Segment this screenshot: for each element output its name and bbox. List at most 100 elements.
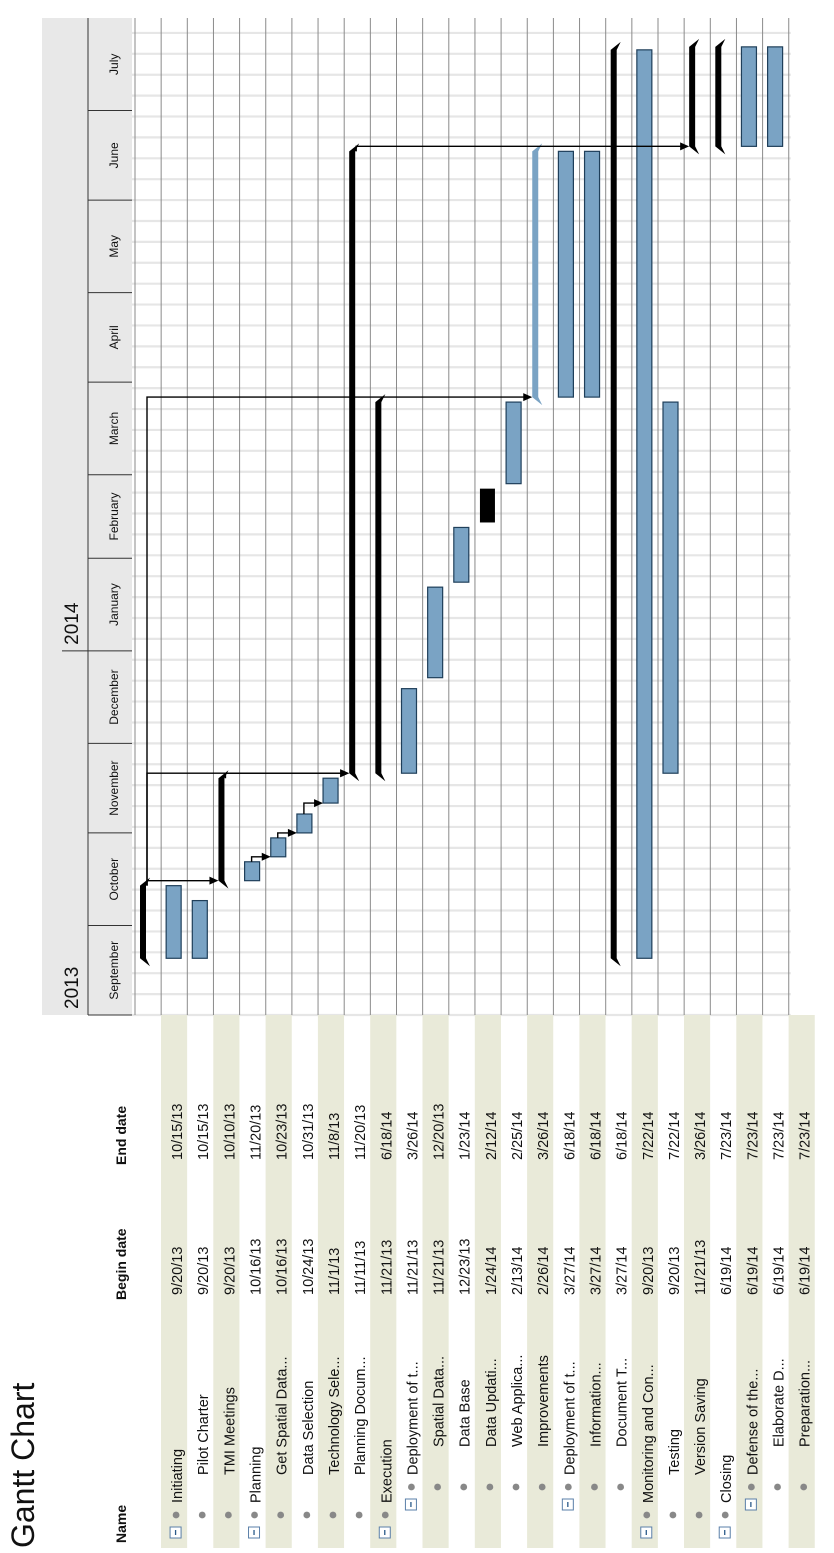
summary-bar [715, 38, 726, 155]
month-label: February [107, 492, 121, 540]
table-row [718, 1511, 731, 1539]
table-row-band [317, 1015, 345, 1548]
task-begin-date: 11/21/13 [379, 1240, 395, 1295]
summary-bar [689, 38, 700, 155]
row-bullet-icon [512, 1483, 520, 1491]
row-bullet-icon [643, 1511, 651, 1519]
row-bullet-icon [329, 1511, 337, 1519]
task-name: Execution [379, 1439, 395, 1503]
dependency-line [355, 145, 686, 152]
task-end-date: 7/23/14 [772, 1112, 788, 1160]
task-end-date: 11/8/13 [327, 1113, 343, 1160]
task-name: Technology Sele... [327, 1357, 343, 1476]
task-bar [322, 777, 339, 804]
task-bar [505, 401, 522, 485]
task-bar [766, 46, 784, 147]
summary-bar [349, 143, 360, 782]
task-begin-date: 9/20/13 [196, 1247, 212, 1295]
task-begin-date: 10/16/13 [249, 1239, 265, 1295]
table-row [640, 1511, 653, 1539]
table-row [277, 1511, 285, 1519]
task-name: Improvements [536, 1355, 552, 1447]
dependency-arrowhead [680, 142, 690, 151]
task-name: Deployment of t... [405, 1361, 421, 1475]
table-row [744, 1483, 757, 1511]
task-name: Planning [249, 1447, 265, 1503]
row-bullet-icon [747, 1483, 755, 1491]
task-begin-date: 11/21/13 [693, 1240, 709, 1295]
dependency-line [303, 802, 320, 815]
row-bullet-icon [538, 1483, 546, 1491]
task-name: Elaborate D... [772, 1358, 788, 1447]
table-row-band [422, 1015, 449, 1548]
row-bullet-icon [460, 1483, 468, 1491]
row-bullet-icon [591, 1483, 598, 1491]
task-begin-date: 9/20/13 [667, 1247, 683, 1295]
row-bullet-icon [721, 1511, 729, 1519]
dependency-arrowhead [287, 828, 297, 837]
task-name: Web Applica... [510, 1355, 526, 1447]
table-row [378, 1511, 391, 1539]
table-row [774, 1483, 781, 1491]
task-end-date: 3/26/14 [693, 1112, 709, 1160]
table-row-band [265, 1015, 292, 1548]
task-end-date: 7/22/14 [641, 1112, 657, 1160]
table-row [800, 1483, 808, 1491]
table-row [329, 1511, 337, 1519]
row-bullet-icon [774, 1483, 781, 1491]
task-name: Initiating [170, 1449, 186, 1503]
task-end-date: 6/18/14 [615, 1112, 631, 1160]
dependency-line [250, 856, 267, 862]
table-row [512, 1483, 520, 1491]
table-row [404, 1483, 417, 1511]
task-bar [557, 150, 575, 398]
summary-bar [375, 394, 386, 782]
task-bar [453, 526, 470, 583]
row-bullet-icon [434, 1483, 441, 1491]
task-begin-date: 3/27/14 [588, 1247, 604, 1295]
week-stripes [132, 31, 791, 1017]
task-name: Document T... [615, 1358, 631, 1447]
table-row [169, 1511, 182, 1539]
task-name: Data Selection [301, 1381, 317, 1475]
summary-bar [532, 143, 543, 406]
task-end-date: 10/15/13 [196, 1104, 212, 1160]
task-end-date: 10/15/13 [170, 1104, 186, 1160]
dependency-line [277, 832, 293, 838]
task-name: Monitoring and Con... [641, 1364, 657, 1503]
table-row [355, 1511, 363, 1519]
task-begin-date: 11/21/13 [405, 1240, 421, 1295]
task-bar [270, 837, 287, 858]
table-row [538, 1483, 546, 1491]
month-label: July [107, 54, 121, 75]
month-label: May [107, 235, 121, 258]
task-bar [662, 401, 679, 774]
row-bullet-icon [669, 1511, 677, 1519]
dependency-arrowhead [314, 799, 324, 808]
task-begin-date: 2/13/14 [510, 1247, 526, 1295]
task-end-date: 3/26/14 [405, 1112, 421, 1160]
task-begin-date: 3/27/14 [615, 1247, 631, 1295]
task-end-date: 6/18/14 [562, 1112, 578, 1160]
task-end-date: 10/31/13 [301, 1104, 317, 1160]
page-title: Gantt Chart [5, 1382, 41, 1548]
task-end-date: 10/10/13 [222, 1104, 238, 1160]
table-row [695, 1511, 703, 1519]
column-header-begin: Begin date [113, 1228, 129, 1300]
task-begin-date: 6/19/14 [745, 1247, 761, 1295]
table-row [198, 1511, 206, 1519]
month-label: January [107, 583, 121, 626]
row-bullet-icon [408, 1483, 415, 1491]
task-bars [140, 38, 784, 967]
task-end-date: 12/20/13 [432, 1104, 448, 1160]
row-bullet-icon [695, 1511, 703, 1519]
table-row-band [788, 1015, 815, 1548]
task-begin-date: 2/26/14 [536, 1247, 552, 1295]
task-begin-date: 6/19/14 [772, 1247, 788, 1295]
row-bullet-icon [355, 1511, 363, 1519]
task-name: Closing [719, 1455, 735, 1503]
table-row [561, 1483, 574, 1511]
dependency-line [146, 879, 215, 886]
